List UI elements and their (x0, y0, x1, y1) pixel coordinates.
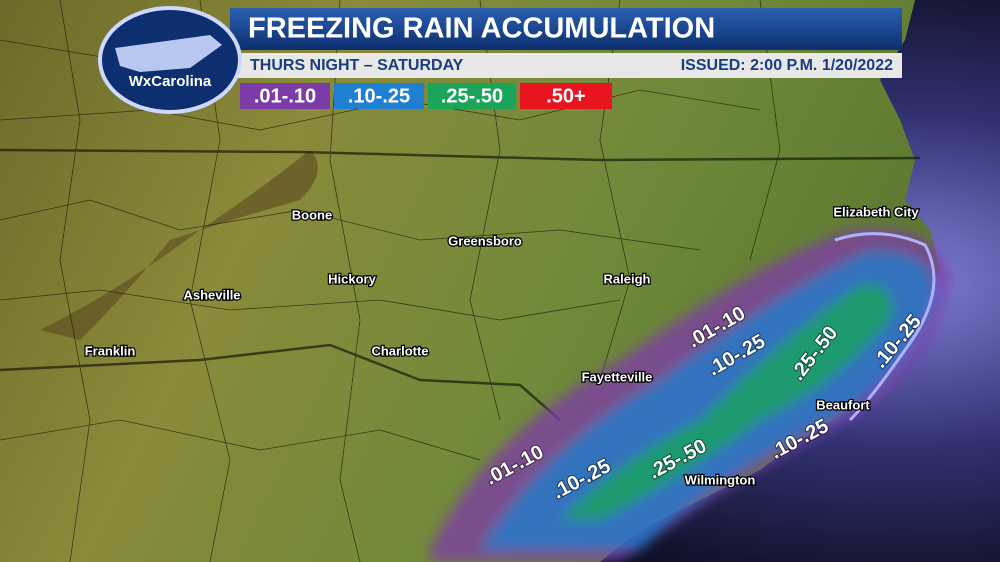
legend-swatch (428, 83, 516, 109)
city-label: Beaufort (816, 397, 870, 412)
logo-text: WxCarolina (129, 73, 212, 90)
accumulation-zones (430, 228, 950, 562)
issued: ISSUED: 2:00 P.M. 1/20/2022 (681, 57, 893, 74)
city-label: Asheville (183, 287, 240, 302)
zone-25-50 (560, 284, 892, 520)
mountains (40, 150, 318, 340)
outer-banks (834, 232, 936, 422)
legend-swatch (334, 83, 424, 109)
legend-label: .50+ (546, 85, 585, 107)
legend-label: .01-.10 (254, 85, 316, 107)
city-label: Boone (292, 207, 332, 222)
city-label: Charlotte (371, 343, 428, 358)
city-label: Hickory (328, 271, 376, 286)
legend-swatch (520, 83, 612, 109)
city-label: Franklin (85, 343, 136, 358)
period: THURS NIGHT – SATURDAY (250, 57, 464, 74)
title-bar (230, 8, 902, 50)
logo-state (115, 35, 222, 72)
legend-label: .10-.25 (348, 85, 410, 107)
city-label: Fayetteville (582, 369, 653, 384)
subtitle-bar (230, 53, 902, 78)
title: FREEZING RAIN ACCUMULATION (248, 13, 715, 45)
legend: .01-.10 .10-.25 .25-.50 .50+ (240, 83, 612, 109)
city-labels: Boone Greensboro Hickory Asheville Ralei… (83, 203, 920, 489)
legend-swatch (240, 83, 330, 109)
city-label: Wilmington (685, 472, 756, 487)
city-label: Greensboro (448, 233, 522, 248)
city-label: Elizabeth City (833, 204, 919, 219)
legend-label: .25-.50 (441, 85, 503, 107)
city-label: Raleigh (604, 271, 651, 286)
